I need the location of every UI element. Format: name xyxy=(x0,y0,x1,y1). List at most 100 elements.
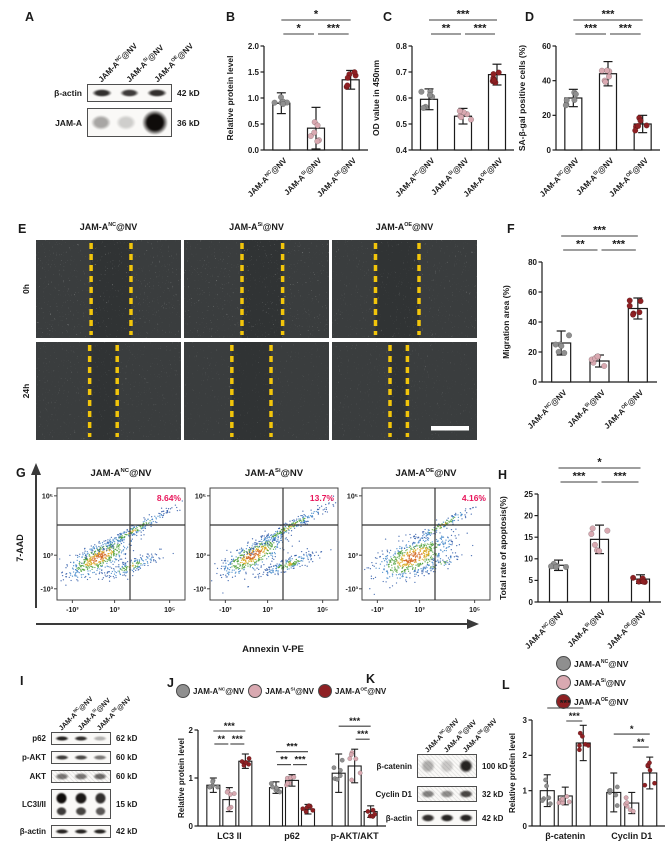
blot-protein-label: β-actin xyxy=(385,813,412,823)
svg-text:p62: p62 xyxy=(284,831,300,841)
svg-text:10⁵: 10⁵ xyxy=(42,493,53,500)
blot-kd-label: 62 kD xyxy=(116,734,138,743)
blot-band xyxy=(74,828,88,835)
svg-text:JAM-ANC@NV: JAM-ANC@NV xyxy=(90,468,152,479)
blot-protein-label: β-catenin xyxy=(376,761,412,771)
svg-text:Total rate of apoptosis(%): Total rate of apoptosis(%) xyxy=(498,496,508,600)
legend-label: JAM-ANC@NV xyxy=(574,658,629,669)
panel-h-label: H xyxy=(498,468,508,482)
svg-text:***: *** xyxy=(569,711,580,722)
blot-row: p-AKT 60 kD xyxy=(14,751,172,764)
blot-band-box xyxy=(417,810,477,826)
blot-row: JAM-A 36 kD xyxy=(20,108,215,137)
panel-j-legend: JAM-ANC@NV JAM-ASi@NV JAM-AOE@NV xyxy=(176,684,392,698)
blot-protein-label: p-AKT xyxy=(22,753,46,762)
svg-text:***: *** xyxy=(593,225,607,237)
svg-text:80: 80 xyxy=(528,258,537,267)
blot-band-box xyxy=(51,789,111,819)
blot-band xyxy=(91,88,112,98)
blot-band xyxy=(74,773,88,780)
panel-j-grouped-bar-chart: 0 1 2 Relative protein level *** ** *** LC3 II *… xyxy=(176,700,390,850)
blot-kd-label: 32 kD xyxy=(482,789,504,799)
wound-microscopy-image xyxy=(332,342,477,440)
svg-text:0.5: 0.5 xyxy=(396,120,408,129)
svg-text:JAM-AOE@NV: JAM-AOE@NV xyxy=(395,468,457,479)
legend-dot xyxy=(556,656,571,671)
blot-band xyxy=(90,115,111,130)
panel-f-label: F xyxy=(507,222,515,236)
blot-protein-label: β-actin xyxy=(19,827,46,836)
blot-row: β-actin 42 kD xyxy=(20,84,215,102)
blot-kd-label: 36 kD xyxy=(177,117,200,128)
svg-text:-10³: -10³ xyxy=(371,607,384,614)
svg-text:1: 1 xyxy=(523,786,528,795)
blot-kd-label: 100 kD xyxy=(482,761,508,771)
svg-text:*: * xyxy=(297,23,302,35)
legend-label: JAM-ASi@NV xyxy=(574,677,626,688)
blot-row: β-actin 42 kD xyxy=(366,810,506,826)
blot-band xyxy=(54,791,70,817)
panel-e-label: E xyxy=(18,222,27,236)
svg-text:40: 40 xyxy=(528,318,537,327)
svg-text:25: 25 xyxy=(524,490,533,499)
legend-item: JAM-AOE@NV xyxy=(318,684,386,698)
svg-text:Cyclin D1: Cyclin D1 xyxy=(611,831,652,841)
panel-a-western-blot: JAM-ANC@NV JAM-ASi@NV JAM-AOE@NV β-actin 42 … xyxy=(20,34,215,143)
blot-band xyxy=(420,814,435,822)
svg-text:5: 5 xyxy=(529,576,534,585)
blot-band xyxy=(459,759,474,773)
blot-band xyxy=(73,791,89,817)
svg-text:0: 0 xyxy=(547,146,552,155)
blot-protein-label: JAM-A xyxy=(55,117,82,128)
panel-e-wound-healing-images: JAM-ANC@NV JAM-ASi@NV JAM-AOE@NV 0h 24h xyxy=(18,222,488,452)
svg-text:JAM-ASi@NV: JAM-ASi@NV xyxy=(566,387,608,429)
svg-text:**: ** xyxy=(637,737,645,748)
wound-column-title: JAM-ANC@NV xyxy=(79,222,138,232)
svg-text:10⁵: 10⁵ xyxy=(164,607,175,614)
blot-band-box xyxy=(87,108,172,137)
svg-text:-10³: -10³ xyxy=(194,586,207,593)
svg-text:7-AAD: 7-AAD xyxy=(15,534,25,562)
blot-band xyxy=(74,754,88,761)
wound-row-label: 24h xyxy=(21,383,31,399)
svg-text:15: 15 xyxy=(524,533,533,542)
blot-protein-label: LC3I/II xyxy=(21,799,46,809)
blot-kd-label: 42 kD xyxy=(177,88,200,98)
blot-row: β-catenin 100 kD xyxy=(366,754,508,778)
legend-label: JAM-AOE@NV xyxy=(335,686,387,696)
wound-microscopy-image xyxy=(184,240,329,338)
svg-text:0: 0 xyxy=(533,378,538,387)
blot-band-box xyxy=(51,732,111,745)
panel-g-flow-cytometry: 7-AAD Annexin V-PE JAM-ANC@NV 8.64% 10⁵ 10³ -1… xyxy=(10,456,500,668)
svg-text:Relative protein level: Relative protein level xyxy=(508,733,517,813)
svg-text:***: *** xyxy=(602,9,616,21)
wound-microscopy-image xyxy=(332,240,477,338)
blot-row: AKT 60 kD xyxy=(14,770,172,783)
svg-text:0.4: 0.4 xyxy=(396,146,408,155)
panel-b-bar-chart: 0.0 0.5 1.0 1.5 2.0 Relative protein level * * *… xyxy=(222,6,374,215)
blot-kd-label: 42 kD xyxy=(116,827,138,836)
panel-a-label: A xyxy=(25,10,35,24)
svg-text:β-catenin: β-catenin xyxy=(545,831,585,841)
svg-text:OD value in 450nm: OD value in 450nm xyxy=(371,60,381,136)
panel-l-legend: JAM-ANC@NV JAM-ASi@NV JAM-AOE@NV xyxy=(556,656,628,709)
blot-row: LC3I/II 15 kD xyxy=(14,789,172,819)
svg-text:***: *** xyxy=(232,734,243,745)
wound-microscopy-image xyxy=(184,342,329,440)
panel-g-label: G xyxy=(16,466,26,480)
svg-text:***: *** xyxy=(457,9,471,21)
svg-text:20: 20 xyxy=(542,111,551,120)
svg-text:10⁵: 10⁵ xyxy=(195,493,206,500)
legend-item: JAM-ANC@NV xyxy=(176,684,244,698)
wound-column-title: JAM-AOE@NV xyxy=(375,222,434,232)
svg-text:Relative protein level: Relative protein level xyxy=(177,738,186,818)
wound-microscopy-image xyxy=(36,240,181,338)
svg-text:2: 2 xyxy=(189,726,194,735)
blot-protein-label: p62 xyxy=(32,734,46,743)
svg-text:10³: 10³ xyxy=(263,607,274,614)
blot-band xyxy=(93,735,108,742)
svg-text:JAM-ANC@NV: JAM-ANC@NV xyxy=(523,607,566,650)
blot-protein-label: Cyclin D1 xyxy=(375,789,412,799)
panel-j-label: J xyxy=(167,676,174,690)
svg-text:0.8: 0.8 xyxy=(396,42,408,51)
